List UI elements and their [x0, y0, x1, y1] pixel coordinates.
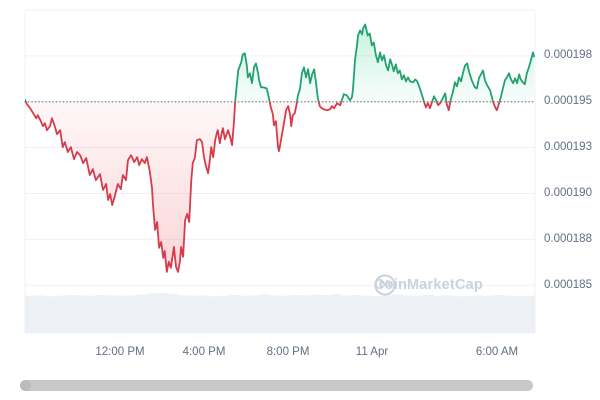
y-axis-label: 0.000198: [544, 49, 592, 61]
price-area-above-baseline: [25, 24, 534, 102]
x-axis-label: 11 Apr: [355, 346, 389, 358]
time-range-scrollbar[interactable]: [20, 380, 533, 391]
volume-bars: [25, 293, 535, 333]
y-axis-label: 0.000185: [544, 279, 592, 291]
y-axis-label: 0.000190: [544, 187, 592, 199]
y-axis-label: 0.000193: [544, 141, 592, 153]
price-area-below-baseline: [25, 101, 500, 272]
x-axis-label: 4:00 PM: [182, 346, 226, 358]
price-line-up: [25, 23, 535, 102]
x-axis-label: 12:00 PM: [95, 346, 145, 358]
x-axis-label: 6:00 AM: [475, 346, 519, 358]
x-axis-label: 8:00 PM: [266, 346, 310, 358]
scrollbar-left-handle[interactable]: [20, 380, 31, 391]
price-line-down: [25, 101, 501, 273]
y-axis-label: 0.000195: [544, 95, 592, 107]
y-axis-label: 0.000188: [544, 233, 592, 245]
